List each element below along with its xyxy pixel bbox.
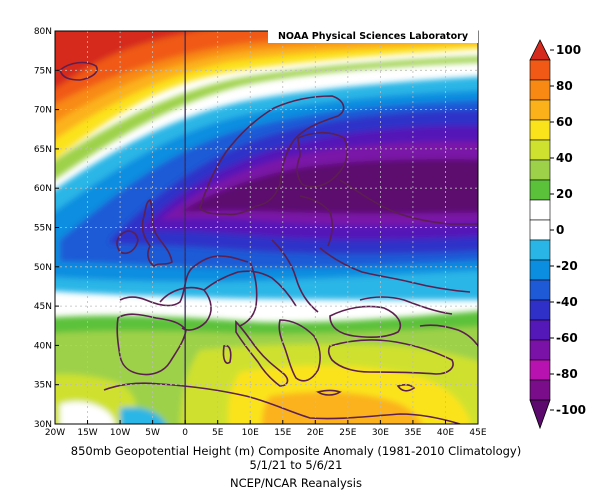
colorbar-top-arrow — [529, 39, 551, 61]
y-tick-label: 40N — [34, 341, 52, 351]
colorbar-bottom-arrow — [529, 399, 551, 430]
anomaly-field — [55, 31, 478, 424]
gridlines — [54, 30, 479, 425]
y-tick-label: 70N — [34, 106, 52, 116]
x-tick-label: 45E — [469, 428, 486, 438]
colorbar-label: 80 — [556, 79, 573, 93]
x-tick-label: 40E — [437, 428, 454, 438]
colorbar-segment — [529, 159, 551, 181]
colorbar-segment — [529, 319, 551, 341]
colorbar-segment — [529, 279, 551, 301]
colorbar-label: -80 — [556, 367, 578, 381]
y-axis-ticks: 30N 35N 40N 45N 50N 55N 60N 65N 70N 75N 80N — [34, 27, 59, 430]
x-tick-label: 15E — [274, 428, 291, 438]
colorbar-segment — [529, 139, 551, 161]
colorbar-label: -40 — [556, 295, 578, 309]
x-tick-label: 10W — [110, 428, 130, 438]
x-tick-label: 20E — [307, 428, 324, 438]
colorbar-segment — [529, 239, 551, 261]
x-tick-label: 35E — [404, 428, 421, 438]
x-tick-label: 0 — [182, 428, 188, 438]
colorbar-segment — [529, 79, 551, 101]
x-tick-label: 30E — [372, 428, 389, 438]
colorbar-segment — [529, 59, 551, 81]
x-tick-label: 20W — [45, 428, 65, 438]
coastlines — [59, 61, 478, 424]
y-tick-label: 30N — [34, 420, 52, 430]
colorbar-segment — [529, 119, 551, 141]
y-tick-label: 65N — [34, 145, 52, 155]
y-tick-label: 60N — [34, 184, 52, 194]
colorbar-segment — [529, 339, 551, 361]
credit-label: NOAA Physical Sciences Laboratory — [268, 30, 478, 43]
y-tick-label: 45N — [34, 302, 52, 312]
caption-dates: 5/1/21 to 5/6/21 — [249, 458, 343, 472]
colorbar-label: -20 — [556, 259, 578, 273]
x-tick-label: 25E — [339, 428, 356, 438]
y-tick-label: 35N — [34, 381, 52, 391]
y-tick-label: 50N — [34, 263, 52, 273]
colorbar-label: -100 — [556, 403, 586, 417]
caption-title: 850mb Geopotential Height (m) Composite … — [70, 444, 522, 458]
colorbar-label: 20 — [556, 187, 573, 201]
colorbar-segment — [529, 299, 551, 321]
x-axis-ticks: 20W 15W 10W 5W 0 5E 10E 15E 20E 25E 30E 35E 40E 45E — [45, 420, 487, 438]
colorbar — [529, 39, 551, 430]
x-tick-label: 5W — [145, 428, 160, 438]
colorbar-label: 0 — [556, 223, 564, 237]
colorbar-segment — [529, 259, 551, 281]
colorbar-segment — [529, 199, 551, 221]
colorbar-label: 100 — [556, 43, 581, 57]
colorbar-label: 40 — [556, 151, 573, 165]
x-tick-label: 5E — [212, 428, 224, 438]
colorbar-label: 60 — [556, 115, 573, 129]
colorbar-segment — [529, 99, 551, 121]
caption-source: NCEP/NCAR Reanalysis — [230, 476, 362, 490]
colorbar-segment — [529, 359, 551, 381]
x-tick-label: 15W — [77, 428, 97, 438]
y-tick-label: 55N — [34, 224, 52, 234]
x-tick-label: 10E — [242, 428, 259, 438]
colorbar-labels: 100 80 60 40 20 0 -20 -40 -60 -80 -100 — [550, 43, 586, 417]
y-tick-label: 75N — [34, 66, 52, 76]
colorbar-label: -60 — [556, 331, 578, 345]
y-tick-label: 80N — [34, 27, 52, 37]
colorbar-segment — [529, 179, 551, 201]
colorbar-segment — [529, 219, 551, 241]
colorbar-segment — [529, 379, 551, 401]
